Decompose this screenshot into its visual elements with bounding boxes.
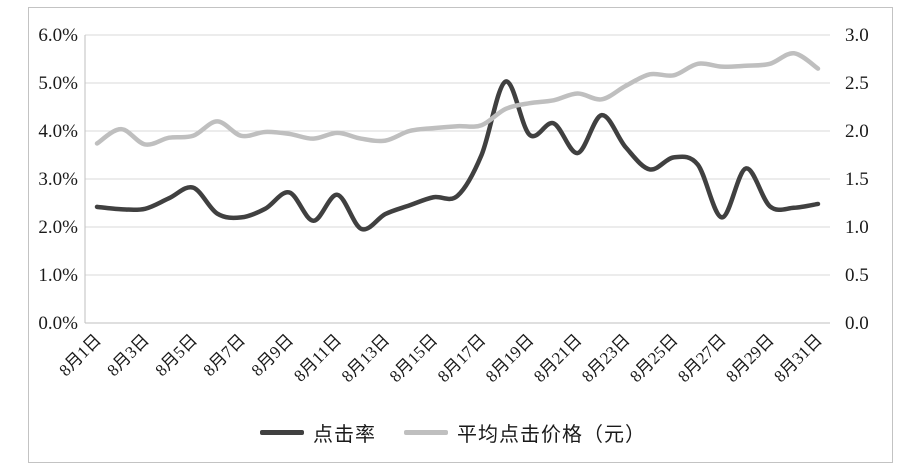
ctr-line-series [94, 79, 821, 232]
x-axis-tick-label: 8月19日 [482, 330, 538, 386]
left-axis-tick-label: 3.0% [38, 169, 78, 190]
legend-item-price: 平均点击价格（元） [404, 418, 646, 447]
x-axis-tick-label: 8月11日 [290, 330, 345, 385]
right-axis-tick-label: 1.5 [845, 169, 869, 190]
x-axis-tick-label: 8月23日 [578, 330, 634, 386]
right-axis-tick-label: 2.5 [845, 73, 869, 94]
left-axis-tick-label: 0.0% [38, 313, 78, 334]
x-axis-tick-label: 8月15日 [386, 330, 442, 386]
x-axis-tick-label: 8月31日 [770, 330, 826, 386]
x-axis-tick-label: 8月7日 [200, 330, 249, 379]
x-axis-tick-label: 8月13日 [338, 330, 394, 386]
x-axis-tick-label: 8月25日 [626, 330, 682, 386]
left-axis-tick-label: 1.0% [38, 265, 78, 286]
x-axis-tick-label: 8月21日 [530, 330, 586, 386]
right-axis-tick-label: 2.0 [845, 121, 869, 142]
x-axis-tick-label: 8月1日 [55, 330, 104, 379]
x-axis-tick-label: 8月27日 [674, 330, 730, 386]
legend-item-ctr: 点击率 [260, 418, 376, 447]
left-axis-tick-label: 2.0% [38, 217, 78, 238]
price-line-series [94, 50, 821, 147]
left-axis-tick-label: 6.0% [38, 25, 78, 46]
x-axis-tick-label: 8月29日 [722, 330, 778, 386]
price-line-swatch [404, 430, 448, 435]
left-axis-tick-label: 4.0% [38, 121, 78, 142]
right-axis-tick-label: 0.0 [845, 313, 869, 334]
left-axis-tick-label: 5.0% [38, 73, 78, 94]
right-axis-tick-label: 3.0 [845, 25, 869, 46]
legend-label-price: 平均点击价格（元） [457, 424, 646, 446]
chart-legend: 点击率 平均点击价格（元） [0, 418, 906, 447]
legend-label-ctr: 点击率 [313, 424, 376, 446]
x-axis-tick-label: 8月5日 [151, 330, 200, 379]
x-axis-tick-label: 8月3日 [103, 330, 152, 379]
right-axis-tick-label: 0.5 [845, 265, 869, 286]
ctr-line-swatch [260, 430, 304, 435]
x-axis-tick-label: 8月17日 [434, 330, 490, 386]
right-axis-tick-label: 1.0 [845, 217, 869, 238]
